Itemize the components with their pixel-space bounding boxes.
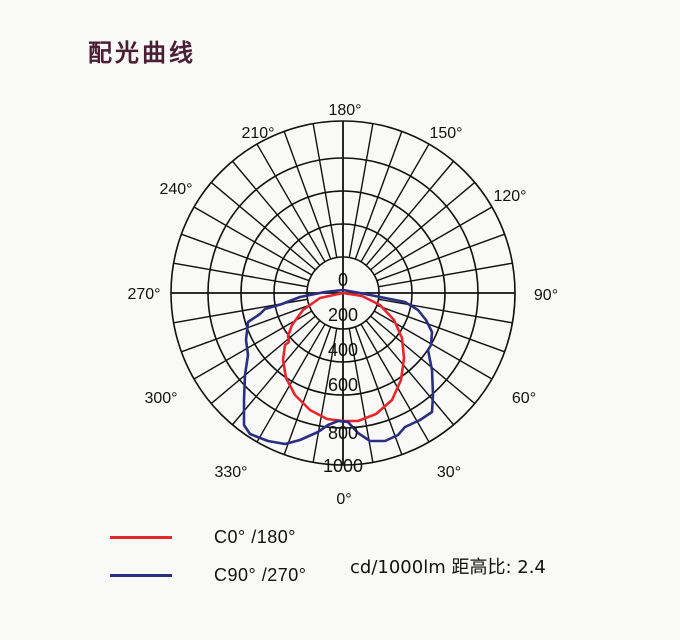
grid-spoke: [312, 123, 338, 258]
grid-spoke: [181, 304, 310, 353]
grid-spoke: [348, 123, 374, 258]
grid-spoke: [210, 315, 316, 405]
grid-spoke: [373, 206, 493, 276]
grid-spoke: [354, 131, 403, 260]
curve-c90-270: [242, 288, 435, 446]
grid-spoke: [376, 233, 505, 282]
angle-label: 0°: [336, 491, 351, 508]
legend-item-c90: C90° /270°: [110, 565, 306, 586]
grid-spoke: [231, 320, 321, 426]
radial-tick-label: 600: [328, 375, 358, 395]
grid-spoke: [256, 323, 326, 443]
radial-tick-label: 400: [328, 340, 358, 360]
polar-series: [242, 288, 435, 446]
angle-label: 30°: [437, 464, 461, 481]
polar-labels: 0 200 400 600 800 1000 180° 210° 150° 240° 120° 270…: [127, 102, 558, 508]
grid-spoke: [354, 326, 403, 455]
radial-tick-label: 0: [338, 270, 348, 290]
angle-label: 180°: [328, 102, 361, 119]
grid-spoke: [376, 304, 505, 353]
grid-spoke: [256, 143, 326, 263]
legend-item-c0: C0° /180°: [110, 527, 296, 548]
radial-tick-label: 200: [328, 305, 358, 325]
grid-spoke: [365, 160, 455, 266]
polar-grid: [170, 120, 516, 466]
legend-label: C0° /180°: [214, 527, 296, 547]
grid-spoke: [365, 320, 455, 426]
legend: C0° /180° C90° /270°: [110, 527, 630, 597]
grid-spoke: [360, 143, 430, 263]
chart-title: 配光曲线: [88, 39, 196, 67]
curve-c0-180: [281, 291, 406, 423]
grid-spoke: [283, 131, 332, 260]
legend-swatch-red: [110, 536, 172, 539]
angle-label: 120°: [493, 188, 526, 205]
grid-spoke: [312, 328, 338, 463]
grid-spoke: [173, 262, 308, 288]
angle-label: 240°: [159, 181, 192, 198]
angle-label: 210°: [241, 125, 274, 142]
radial-tick-label: 1000: [323, 456, 363, 476]
unit-and-ratio-note: cd/1000lm 距高比: 2.4: [350, 557, 546, 578]
grid-spoke: [231, 160, 321, 266]
legend-label: C90° /270°: [214, 565, 307, 585]
grid-spoke: [193, 206, 313, 276]
grid-spoke: [181, 233, 310, 282]
radial-tick-label: 800: [328, 423, 358, 443]
grid-spoke: [370, 181, 476, 271]
legend-swatch-blue: [110, 574, 172, 577]
angle-label: 300°: [144, 390, 177, 407]
angle-label: 150°: [429, 125, 462, 142]
angle-label: 270°: [127, 286, 160, 303]
angle-label: 330°: [214, 464, 247, 481]
grid-spoke: [283, 326, 332, 455]
grid-spoke: [370, 315, 476, 405]
angle-label: 90°: [534, 287, 558, 304]
grid-spoke: [378, 298, 513, 324]
angle-label: 60°: [512, 390, 536, 407]
grid-spoke: [210, 181, 316, 271]
grid-spoke: [378, 262, 513, 288]
grid-spoke: [193, 310, 313, 380]
